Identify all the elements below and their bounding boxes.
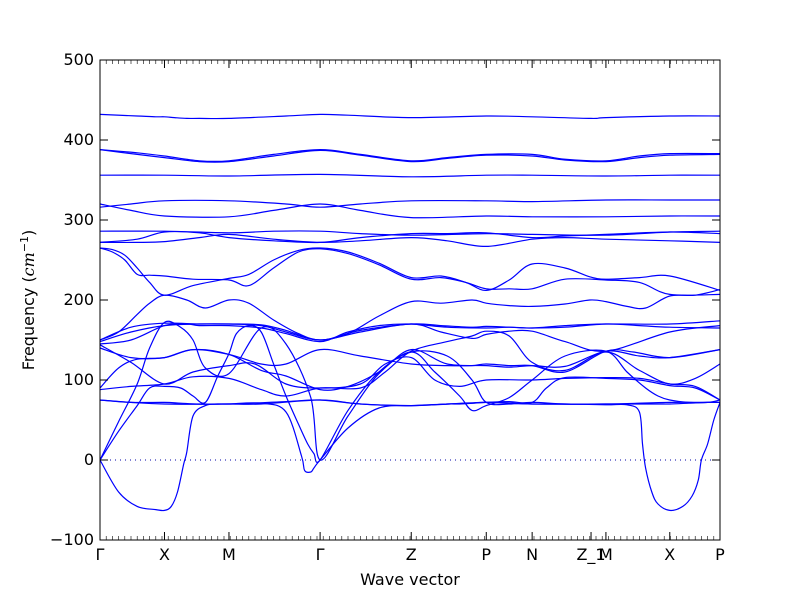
phonon-branch-3 <box>99 149 721 163</box>
y-tick-label: 300 <box>63 210 94 229</box>
phonon-branch-7 <box>99 230 721 236</box>
kpoint-label: M <box>599 545 613 564</box>
phonon-branch-11 <box>99 247 721 296</box>
phonon-branch-13 <box>99 323 721 352</box>
x-axis-label: Wave vector <box>360 570 460 589</box>
phonon-branch-1 <box>99 113 721 120</box>
kpoint-label: X <box>664 545 675 564</box>
y-axis-label-exponent: −1 <box>18 236 31 252</box>
y-axis-label-close: ) <box>19 230 38 236</box>
kpoint-label: P <box>715 545 725 564</box>
series-group <box>99 113 721 512</box>
kpoint-label: N <box>526 545 538 564</box>
y-axis-label: Frequency (cm−1) <box>18 230 38 371</box>
minor-ticks <box>105 60 715 540</box>
phonon-branch-22 <box>99 320 721 461</box>
phonon-branch-20 <box>99 376 721 407</box>
x-axis-ticks: Γ X M Γ Z P N Z_1M X P <box>96 60 725 565</box>
phonon-branch-5 <box>99 199 720 208</box>
y-axis-label-unit: cm <box>19 252 38 276</box>
y-tick-label: 400 <box>63 130 94 149</box>
y-tick-label: 100 <box>63 370 94 389</box>
kpoint-label: X <box>159 545 170 564</box>
y-tick-label: −100 <box>50 530 94 549</box>
y-tick-label: 200 <box>63 290 94 309</box>
kpoint-label: P <box>481 545 491 564</box>
phonon-branch-10 <box>99 247 721 296</box>
phonon-branch-6 <box>99 203 721 219</box>
y-tick-label: 0 <box>84 450 94 469</box>
phonon-branch-8 <box>99 230 721 244</box>
phonon-branch-19 <box>99 344 721 401</box>
kpoint-label: M <box>222 545 236 564</box>
phonon-branch-18 <box>99 330 721 397</box>
kpoint-label: Γ <box>316 545 325 564</box>
phonon-branch-17 <box>99 348 721 389</box>
kpoint-label: Z_1 <box>576 545 605 565</box>
kpoint-label: Z <box>406 545 417 564</box>
y-tick-label: 500 <box>63 50 94 69</box>
y-axis-ticks: −100 0 100 200 300 400 500 <box>50 50 720 549</box>
phonon-branch-2 <box>99 148 721 163</box>
phonon-branch-4 <box>99 173 721 178</box>
phonon-branch-12 <box>99 289 721 341</box>
phonon-branch-24 <box>99 401 721 512</box>
y-axis-label-text: Frequency ( <box>19 276 38 370</box>
phonon-branch-9 <box>99 233 721 248</box>
phonon-branch-16 <box>99 347 721 391</box>
plot-frame <box>99 59 721 541</box>
phonon-branch-15 <box>99 323 721 345</box>
kpoint-label: Γ <box>96 545 105 564</box>
